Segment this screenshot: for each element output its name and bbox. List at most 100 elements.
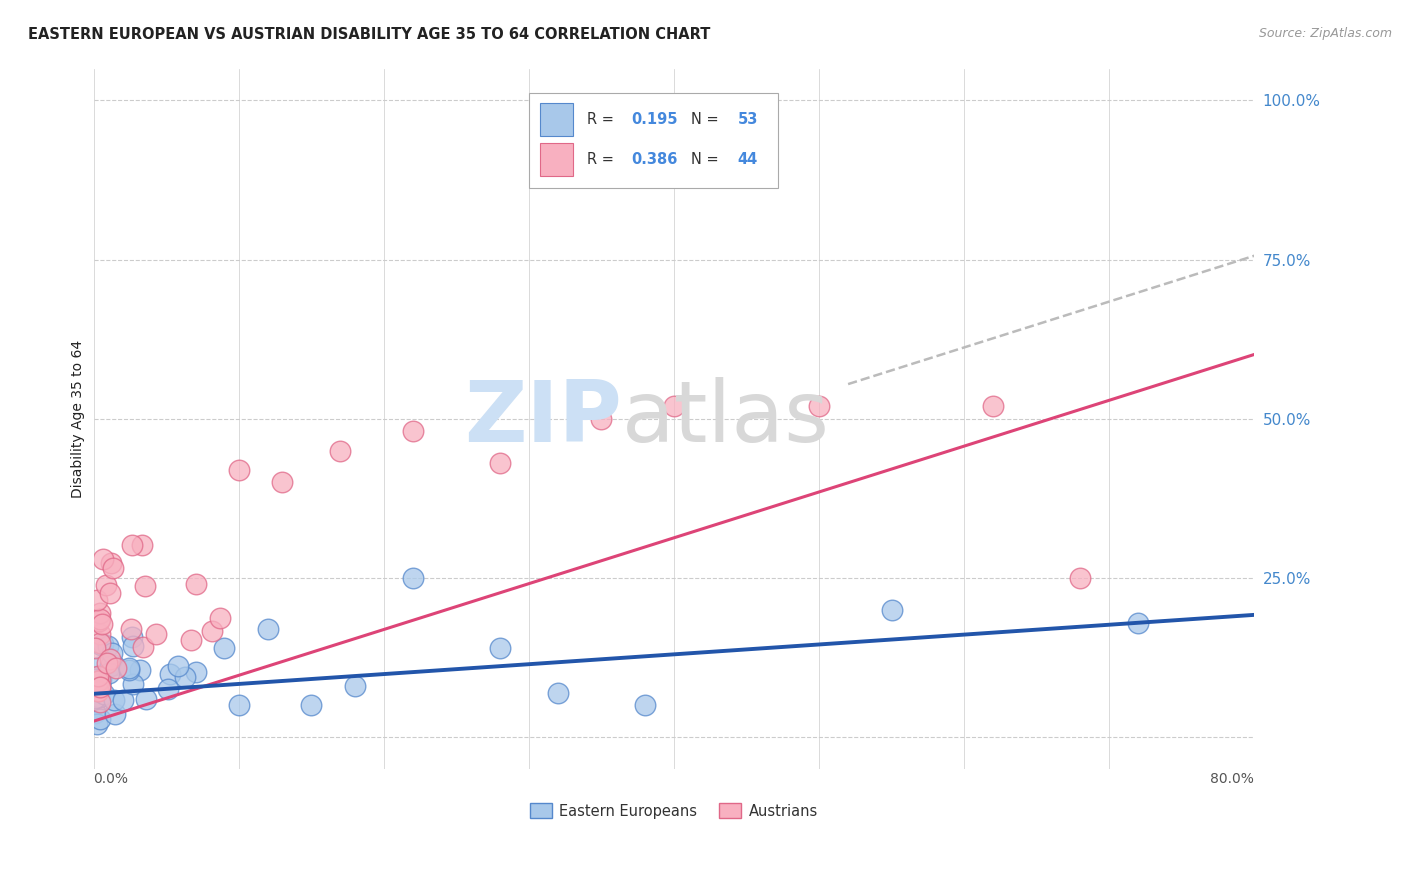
Point: [981, 399, 1004, 413]
Point: [880, 603, 903, 617]
Point: [184, 577, 207, 591]
Point: [662, 399, 685, 413]
Point: [89, 675, 111, 690]
Point: [89, 695, 111, 709]
Point: [489, 640, 512, 655]
Text: 0.0%: 0.0%: [94, 772, 128, 786]
Point: [84, 690, 107, 705]
Point: [91, 551, 114, 566]
Point: [90, 672, 112, 686]
Point: [87, 614, 110, 628]
Point: [103, 657, 125, 672]
Point: [91, 637, 114, 651]
Point: [93, 687, 115, 701]
Point: [201, 624, 224, 639]
Point: [121, 630, 143, 644]
Legend: Eastern Europeans, Austrians: Eastern Europeans, Austrians: [524, 797, 824, 825]
Point: [97, 665, 120, 680]
Point: [86, 684, 108, 698]
Text: EASTERN EUROPEAN VS AUSTRIAN DISABILITY AGE 35 TO 64 CORRELATION CHART: EASTERN EUROPEAN VS AUSTRIAN DISABILITY …: [28, 27, 710, 42]
Point: [167, 658, 190, 673]
Point: [101, 560, 124, 574]
Point: [87, 690, 110, 705]
Point: [128, 663, 150, 677]
Point: [135, 692, 157, 706]
Point: [89, 688, 111, 702]
Point: [100, 651, 122, 665]
Point: [180, 633, 202, 648]
Point: [186, 665, 208, 680]
Point: [228, 463, 250, 477]
Point: [89, 612, 111, 626]
Point: [89, 606, 111, 620]
Point: [808, 399, 831, 413]
Point: [547, 685, 569, 699]
Point: [329, 443, 352, 458]
Point: [256, 622, 278, 636]
Point: [159, 667, 181, 681]
Point: [131, 538, 153, 552]
Point: [111, 693, 134, 707]
Point: [89, 680, 111, 694]
Text: 0.195: 0.195: [631, 112, 678, 128]
Point: [94, 578, 117, 592]
Point: [84, 695, 107, 709]
Text: R =: R =: [586, 112, 619, 128]
Point: [156, 682, 179, 697]
Point: [402, 425, 425, 439]
Point: [343, 679, 366, 693]
Point: [104, 706, 127, 721]
Bar: [540, 103, 574, 136]
Point: [104, 661, 127, 675]
Point: [89, 627, 111, 641]
Point: [212, 640, 235, 655]
Point: [173, 670, 195, 684]
Point: [591, 411, 613, 425]
Text: R =: R =: [586, 152, 619, 167]
Point: [86, 684, 108, 698]
Text: Source: ZipAtlas.com: Source: ZipAtlas.com: [1258, 27, 1392, 40]
Point: [86, 717, 108, 731]
Point: [120, 622, 142, 636]
Point: [100, 646, 122, 660]
Text: 0.386: 0.386: [631, 152, 678, 167]
Point: [100, 557, 122, 571]
Point: [89, 680, 111, 694]
Point: [271, 475, 294, 490]
Point: [98, 658, 121, 673]
Point: [97, 639, 120, 653]
Point: [87, 691, 110, 706]
FancyBboxPatch shape: [529, 93, 779, 187]
Point: [87, 659, 110, 673]
Point: [87, 690, 110, 705]
Point: [1128, 615, 1150, 630]
Point: [89, 712, 111, 726]
Point: [121, 639, 143, 653]
Point: [117, 661, 139, 675]
Point: [84, 672, 107, 686]
Point: [87, 668, 110, 682]
Text: 80.0%: 80.0%: [1211, 772, 1254, 786]
Point: [402, 571, 425, 585]
Point: [86, 592, 108, 607]
Point: [1069, 571, 1091, 585]
Text: 53: 53: [738, 112, 758, 128]
Y-axis label: Disability Age 35 to 64: Disability Age 35 to 64: [72, 340, 86, 498]
Point: [84, 640, 107, 655]
Point: [96, 656, 118, 670]
Point: [86, 670, 108, 684]
Point: [299, 698, 322, 713]
Point: [90, 617, 112, 632]
Text: ZIP: ZIP: [464, 377, 621, 460]
Point: [84, 706, 107, 720]
Point: [103, 693, 125, 707]
Point: [86, 673, 108, 688]
Point: [86, 684, 108, 698]
Text: atlas: atlas: [621, 377, 830, 460]
Point: [145, 627, 167, 641]
Point: [121, 538, 143, 552]
Point: [87, 684, 110, 698]
Point: [228, 698, 250, 713]
Point: [86, 694, 108, 708]
Point: [489, 456, 512, 470]
